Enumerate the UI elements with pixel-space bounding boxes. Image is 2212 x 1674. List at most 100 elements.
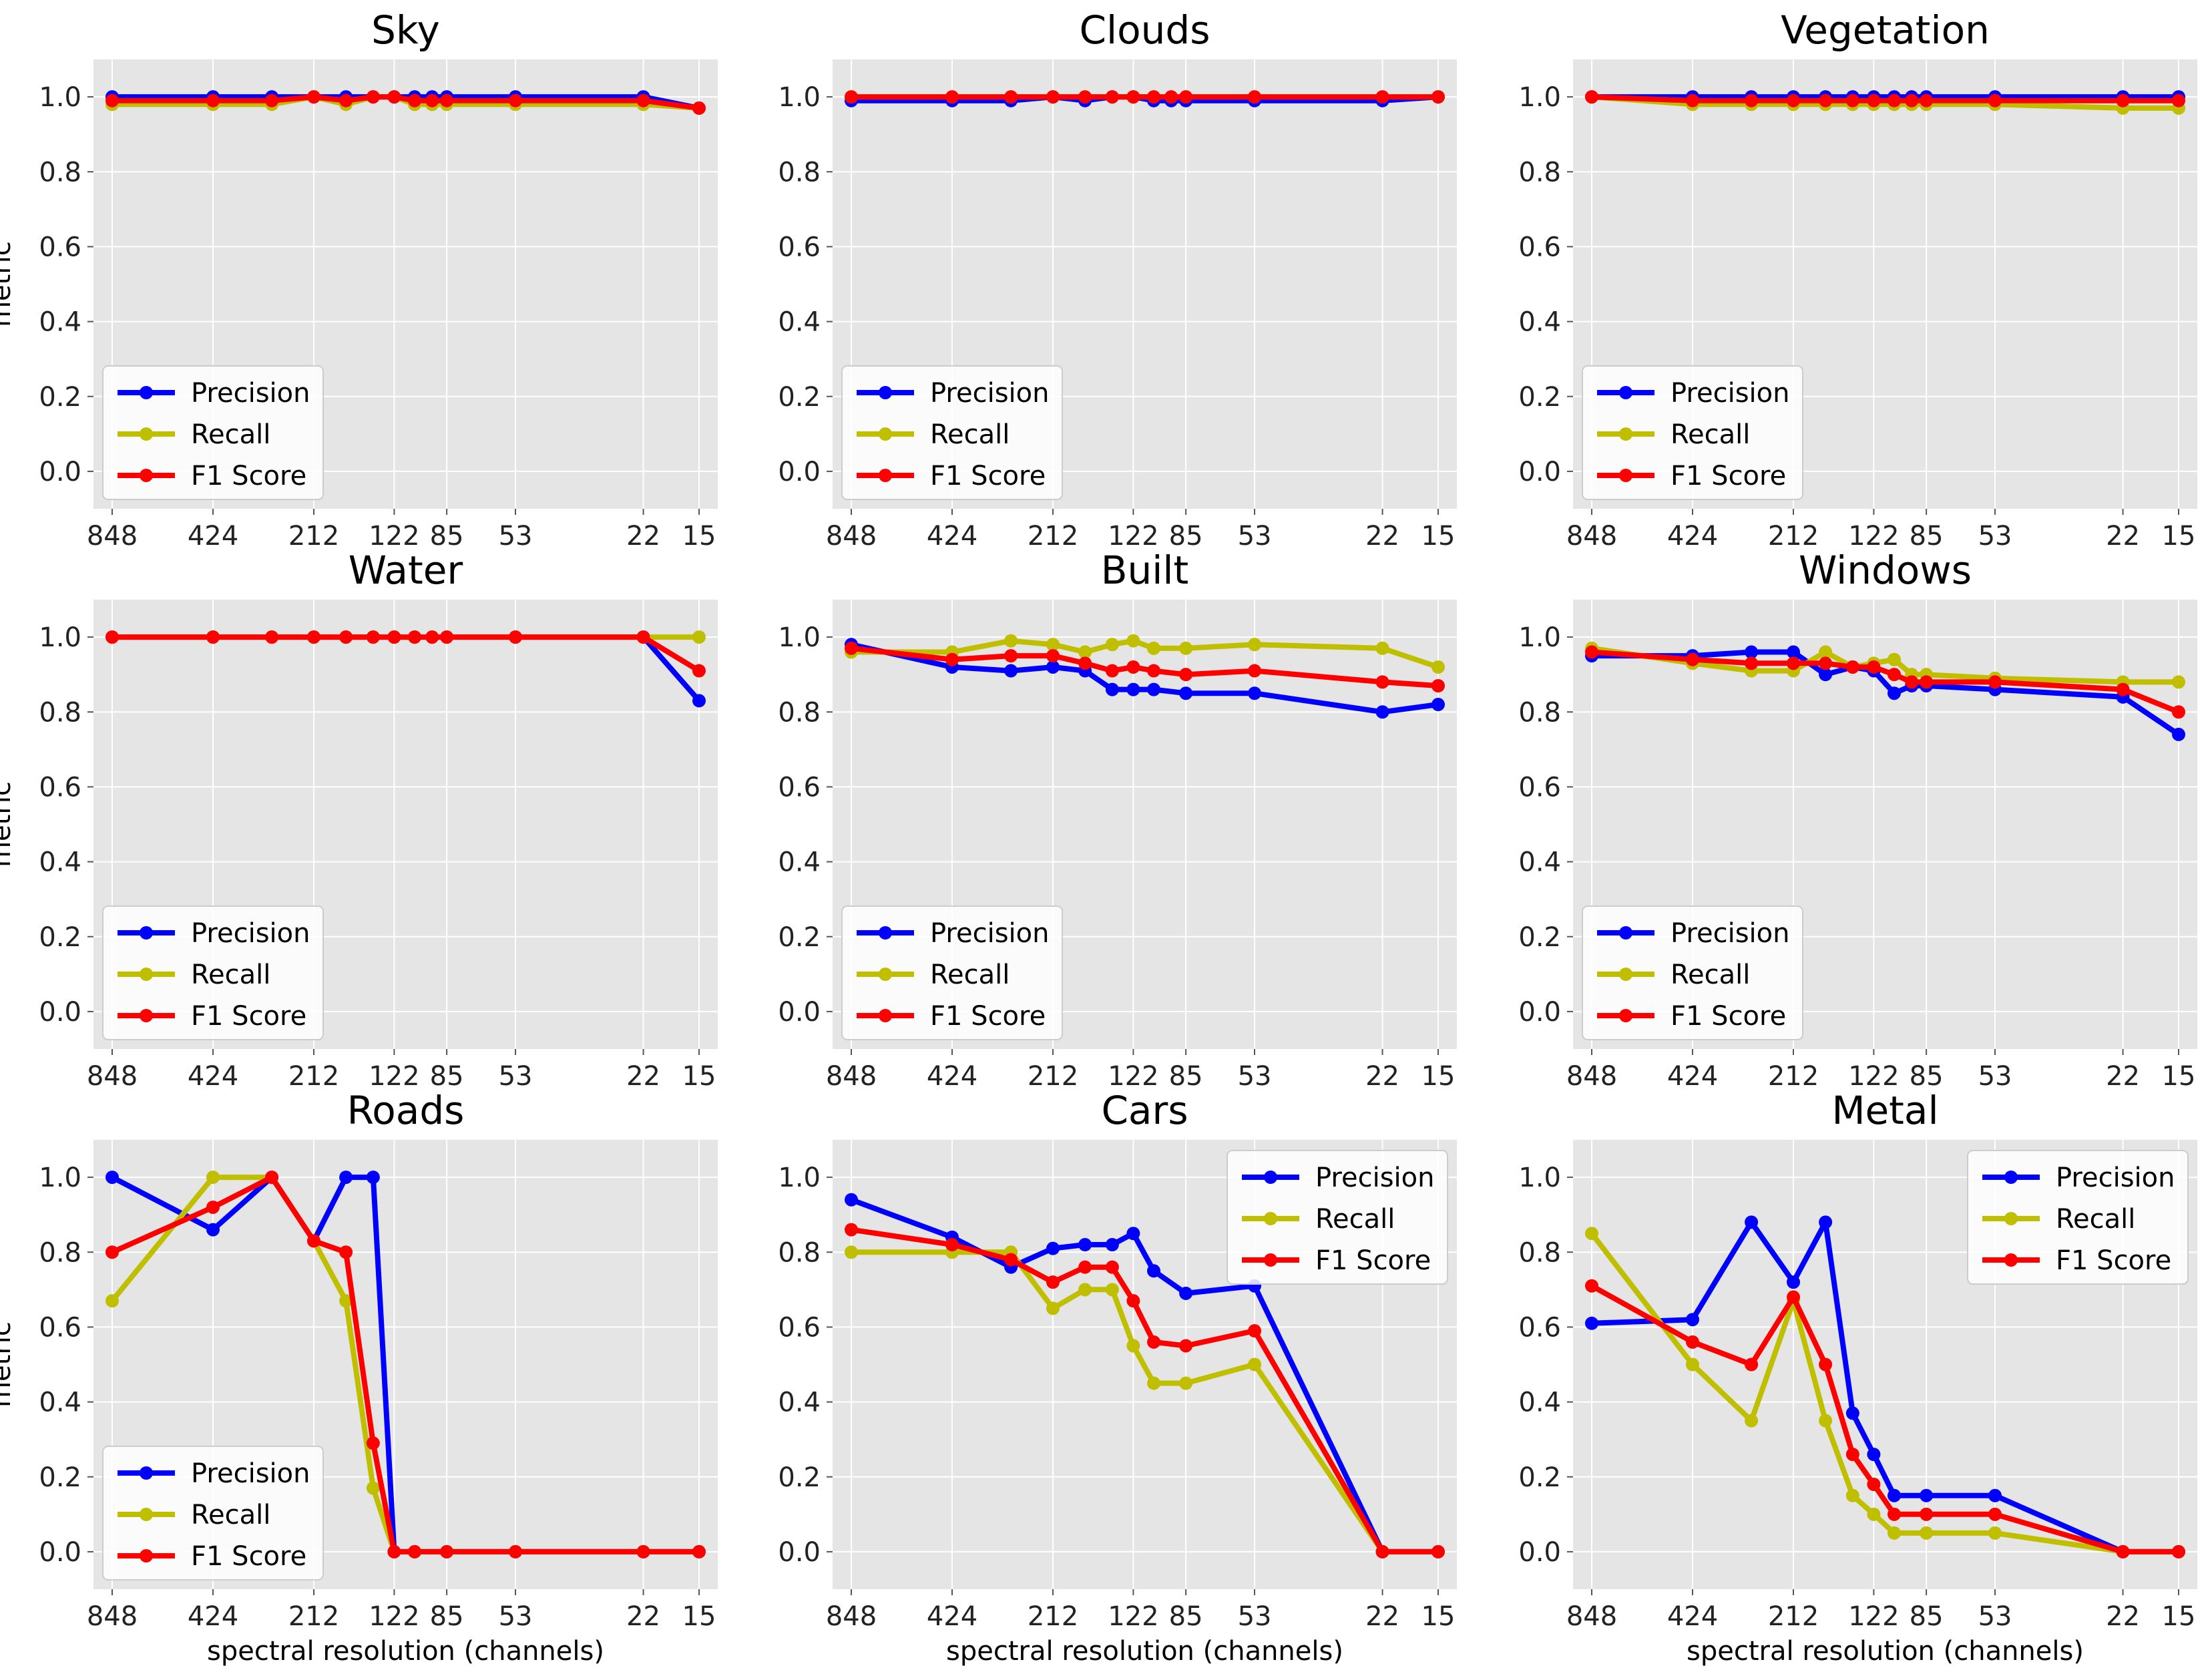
panel-title: Metal	[1831, 1088, 1938, 1133]
data-point	[1046, 1275, 1060, 1289]
data-point	[1046, 638, 1060, 652]
data-point	[339, 1294, 353, 1308]
series-line	[109, 1175, 702, 1554]
series-f1-score	[1585, 1279, 2185, 1558]
y-tick-label: 0.0	[778, 457, 821, 487]
data-point	[1920, 1507, 1934, 1521]
x-tick-label: 424	[1667, 1061, 1718, 1092]
series-line	[849, 1197, 1441, 1554]
data-point	[2116, 682, 2130, 696]
data-point	[1126, 682, 1140, 696]
x-tick-label: 15	[1421, 521, 1456, 552]
y-tick-label: 0.4	[778, 1388, 821, 1418]
panel-built: 0.0 0.2 0.4 0.6 0.8 1.0 848 424 212 122 85 53 22 15 Bu…	[778, 548, 1457, 1092]
y-tick-label: 0.4	[778, 307, 821, 338]
series-f1-score	[845, 1223, 1445, 1558]
data-point	[1787, 656, 1801, 670]
y-tick-label: 0.4	[39, 847, 81, 878]
data-point	[1845, 1488, 1859, 1502]
data-point	[1147, 641, 1161, 655]
legend-marker	[1619, 1009, 1632, 1022]
legend-label: Recall	[191, 419, 270, 450]
y-tick-label: 1.0	[778, 82, 821, 113]
x-tick-label: 122	[1848, 1601, 1899, 1632]
x-tick-label: 15	[1421, 1601, 1456, 1632]
y-tick-label: 0.6	[778, 232, 821, 262]
x-tick-label: 15	[1421, 1061, 1456, 1092]
legend-label: Precision	[930, 918, 1049, 949]
data-point	[206, 1171, 220, 1185]
y-tick-label: 0.2	[1518, 1462, 1561, 1493]
x-tick-label: 85	[1169, 1061, 1203, 1092]
data-point	[307, 1234, 321, 1248]
data-point	[1819, 1357, 1833, 1372]
data-point	[1988, 93, 2002, 108]
x-tick-label: 212	[1028, 521, 1078, 552]
data-point	[1686, 1357, 1700, 1372]
data-point	[339, 1171, 353, 1185]
legend-marker	[2004, 1253, 2018, 1267]
y-tick-label: 0.2	[1518, 382, 1561, 413]
x-tick-label: 212	[1768, 521, 1819, 552]
x-axis-label: spectral resolution (channels)	[1687, 1636, 2084, 1667]
legend-label: F1 Score	[1315, 1245, 1431, 1276]
data-point	[1585, 1279, 1598, 1293]
x-tick-label: 22	[626, 1061, 660, 1092]
legend-marker	[879, 1009, 892, 1022]
panel-title: Clouds	[1080, 7, 1210, 53]
legend-label: Recall	[191, 960, 270, 990]
y-tick-label: 0.0	[1518, 1537, 1561, 1568]
x-tick-label: 15	[682, 521, 716, 552]
data-point	[845, 1193, 858, 1207]
data-point	[307, 630, 321, 644]
x-tick-label: 848	[1566, 1061, 1617, 1092]
data-point	[105, 1245, 119, 1259]
legend-box	[102, 905, 324, 1040]
data-point	[1078, 656, 1092, 670]
data-point	[1819, 1414, 1833, 1428]
x-tick-label: 424	[188, 1601, 238, 1632]
data-point	[1845, 1406, 1859, 1420]
x-tick-label: 53	[499, 1601, 533, 1632]
y-tick-label: 0.8	[778, 157, 821, 188]
data-point	[408, 93, 422, 108]
legend-label: Precision	[930, 378, 1049, 409]
x-tick-label: 22	[2106, 521, 2140, 552]
panel-windows: 0.0 0.2 0.4 0.6 0.8 1.0 848 424 212 122 85 53 22 15 Wi…	[1518, 548, 2197, 1092]
data-point	[408, 630, 422, 644]
data-point	[2172, 1544, 2185, 1558]
data-point	[307, 90, 321, 104]
data-point	[1431, 698, 1445, 712]
x-tick-label: 85	[1169, 521, 1203, 552]
data-point	[945, 652, 959, 666]
legend-marker	[1264, 1212, 1277, 1225]
data-point	[2116, 1544, 2130, 1558]
series-f1-score	[1585, 645, 2185, 719]
data-point	[1046, 90, 1060, 104]
legend-marker	[2004, 1212, 2018, 1225]
data-point	[366, 1481, 380, 1495]
legend-marker	[879, 469, 892, 482]
y-axis-label: metric	[0, 1321, 17, 1408]
data-point	[105, 93, 119, 108]
y-tick-label: 0.2	[39, 922, 81, 953]
data-point	[1179, 1376, 1193, 1390]
legend-label: Recall	[191, 1500, 270, 1530]
legend-label: Recall	[930, 960, 1010, 990]
y-tick-label: 0.8	[778, 697, 821, 728]
y-tick-label: 0.2	[1518, 922, 1561, 953]
panel-title: Built	[1101, 548, 1189, 593]
data-point	[636, 93, 650, 108]
x-tick-label: 85	[1910, 521, 1944, 552]
legend-marker	[1264, 1171, 1277, 1184]
y-tick-label: 1.0	[39, 1163, 81, 1193]
legend-label: Precision	[1671, 378, 1789, 409]
data-point	[366, 1436, 380, 1450]
data-point	[1431, 1544, 1445, 1558]
legend-marker	[1619, 968, 1632, 981]
x-tick-label: 22	[626, 1601, 660, 1632]
data-point	[1845, 93, 1859, 108]
data-point	[1431, 660, 1445, 674]
data-point	[1686, 93, 1700, 108]
data-point	[1105, 1238, 1119, 1252]
